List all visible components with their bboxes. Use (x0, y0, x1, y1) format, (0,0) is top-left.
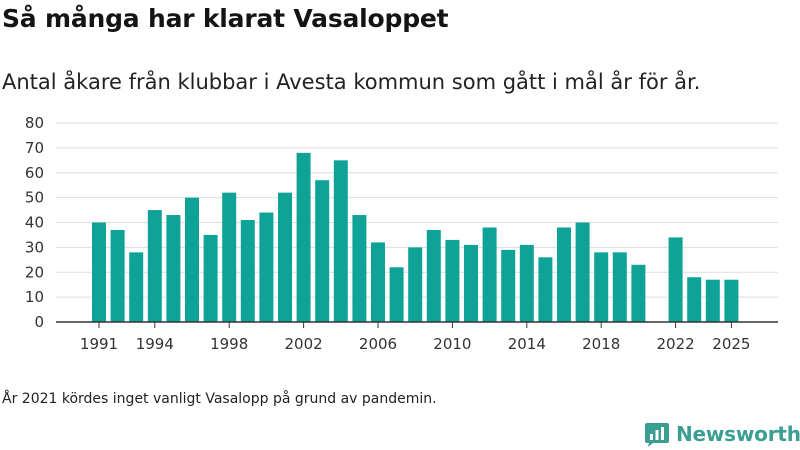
bar-2014 (519, 244, 534, 322)
bar-2017 (575, 222, 590, 322)
y-axis-ticks: 0 10 20 30 40 50 60 70 80 (25, 114, 44, 331)
x-axis-ticks: 1991 1994 1998 2002 2006 2010 2014 2018 2022 2025 (80, 322, 750, 353)
x-tick-label: 2006 (359, 335, 397, 353)
bar-2005 (352, 215, 367, 322)
bar-2004 (333, 160, 348, 322)
y-tick-label: 60 (25, 164, 44, 182)
x-tick-label: 2025 (712, 335, 750, 353)
chart-subtitle: Antal åkare från klubbar i Avesta kommun… (2, 70, 701, 94)
bar-2015 (538, 257, 553, 322)
bar-2000 (259, 212, 274, 322)
bar-2016 (557, 227, 571, 322)
bar-2012 (482, 227, 497, 322)
y-tick-label: 50 (25, 189, 44, 207)
bars (92, 152, 739, 322)
bar-1998 (222, 192, 237, 322)
brand-logo: Newsworthy (644, 420, 800, 448)
bar-2009 (426, 229, 441, 322)
x-tick-label: 2022 (657, 335, 695, 353)
bar-2006 (371, 242, 385, 322)
bar-1995 (166, 215, 181, 322)
x-tick-label: 2002 (285, 335, 323, 353)
y-tick-label: 40 (25, 214, 44, 232)
x-tick-label: 2010 (433, 335, 471, 353)
bar-2002 (296, 152, 311, 322)
bar-1992 (110, 229, 125, 322)
bar-2008 (408, 247, 423, 322)
bar-1993 (129, 252, 144, 322)
bar-1997 (203, 234, 218, 322)
y-tick-label: 70 (25, 139, 44, 157)
bar-1991 (92, 222, 106, 322)
x-tick-label: 2018 (582, 335, 620, 353)
bar-2018 (594, 252, 609, 322)
y-tick-label: 0 (34, 313, 44, 331)
bar-2010 (445, 239, 460, 322)
bar-chart: 0 10 20 30 40 50 60 70 80 1991 1994 1998 2002 2006 20… (25, 114, 778, 353)
bar-2025 (724, 279, 739, 322)
bar-2003 (315, 180, 330, 322)
y-tick-label: 80 (25, 114, 44, 132)
bar-2007 (389, 267, 404, 322)
bar-2022 (668, 237, 683, 322)
brand-name: Newsworthy (676, 422, 800, 446)
bar-2023 (687, 277, 702, 322)
footnote: År 2021 kördes inget vanligt Vasalopp på… (2, 391, 437, 407)
x-tick-label: 1994 (136, 335, 174, 353)
x-tick-label: 1998 (210, 335, 248, 353)
x-tick-label: 2014 (508, 335, 546, 353)
bar-2019 (612, 252, 627, 322)
bar-1994 (147, 210, 162, 322)
bar-2024 (705, 279, 720, 322)
x-tick-label: 1991 (80, 335, 118, 353)
bar-2013 (501, 249, 516, 322)
bar-1996 (185, 197, 199, 322)
bar-2011 (464, 244, 478, 322)
chart-title: Så många har klarat Vasaloppet (2, 4, 449, 33)
y-tick-label: 20 (25, 263, 44, 281)
y-tick-label: 10 (25, 288, 44, 306)
bar-2001 (278, 192, 292, 322)
bar-1999 (240, 220, 255, 322)
bar-2020 (631, 264, 646, 322)
y-tick-label: 30 (25, 238, 44, 256)
newsworthy-logo-icon (645, 423, 669, 447)
